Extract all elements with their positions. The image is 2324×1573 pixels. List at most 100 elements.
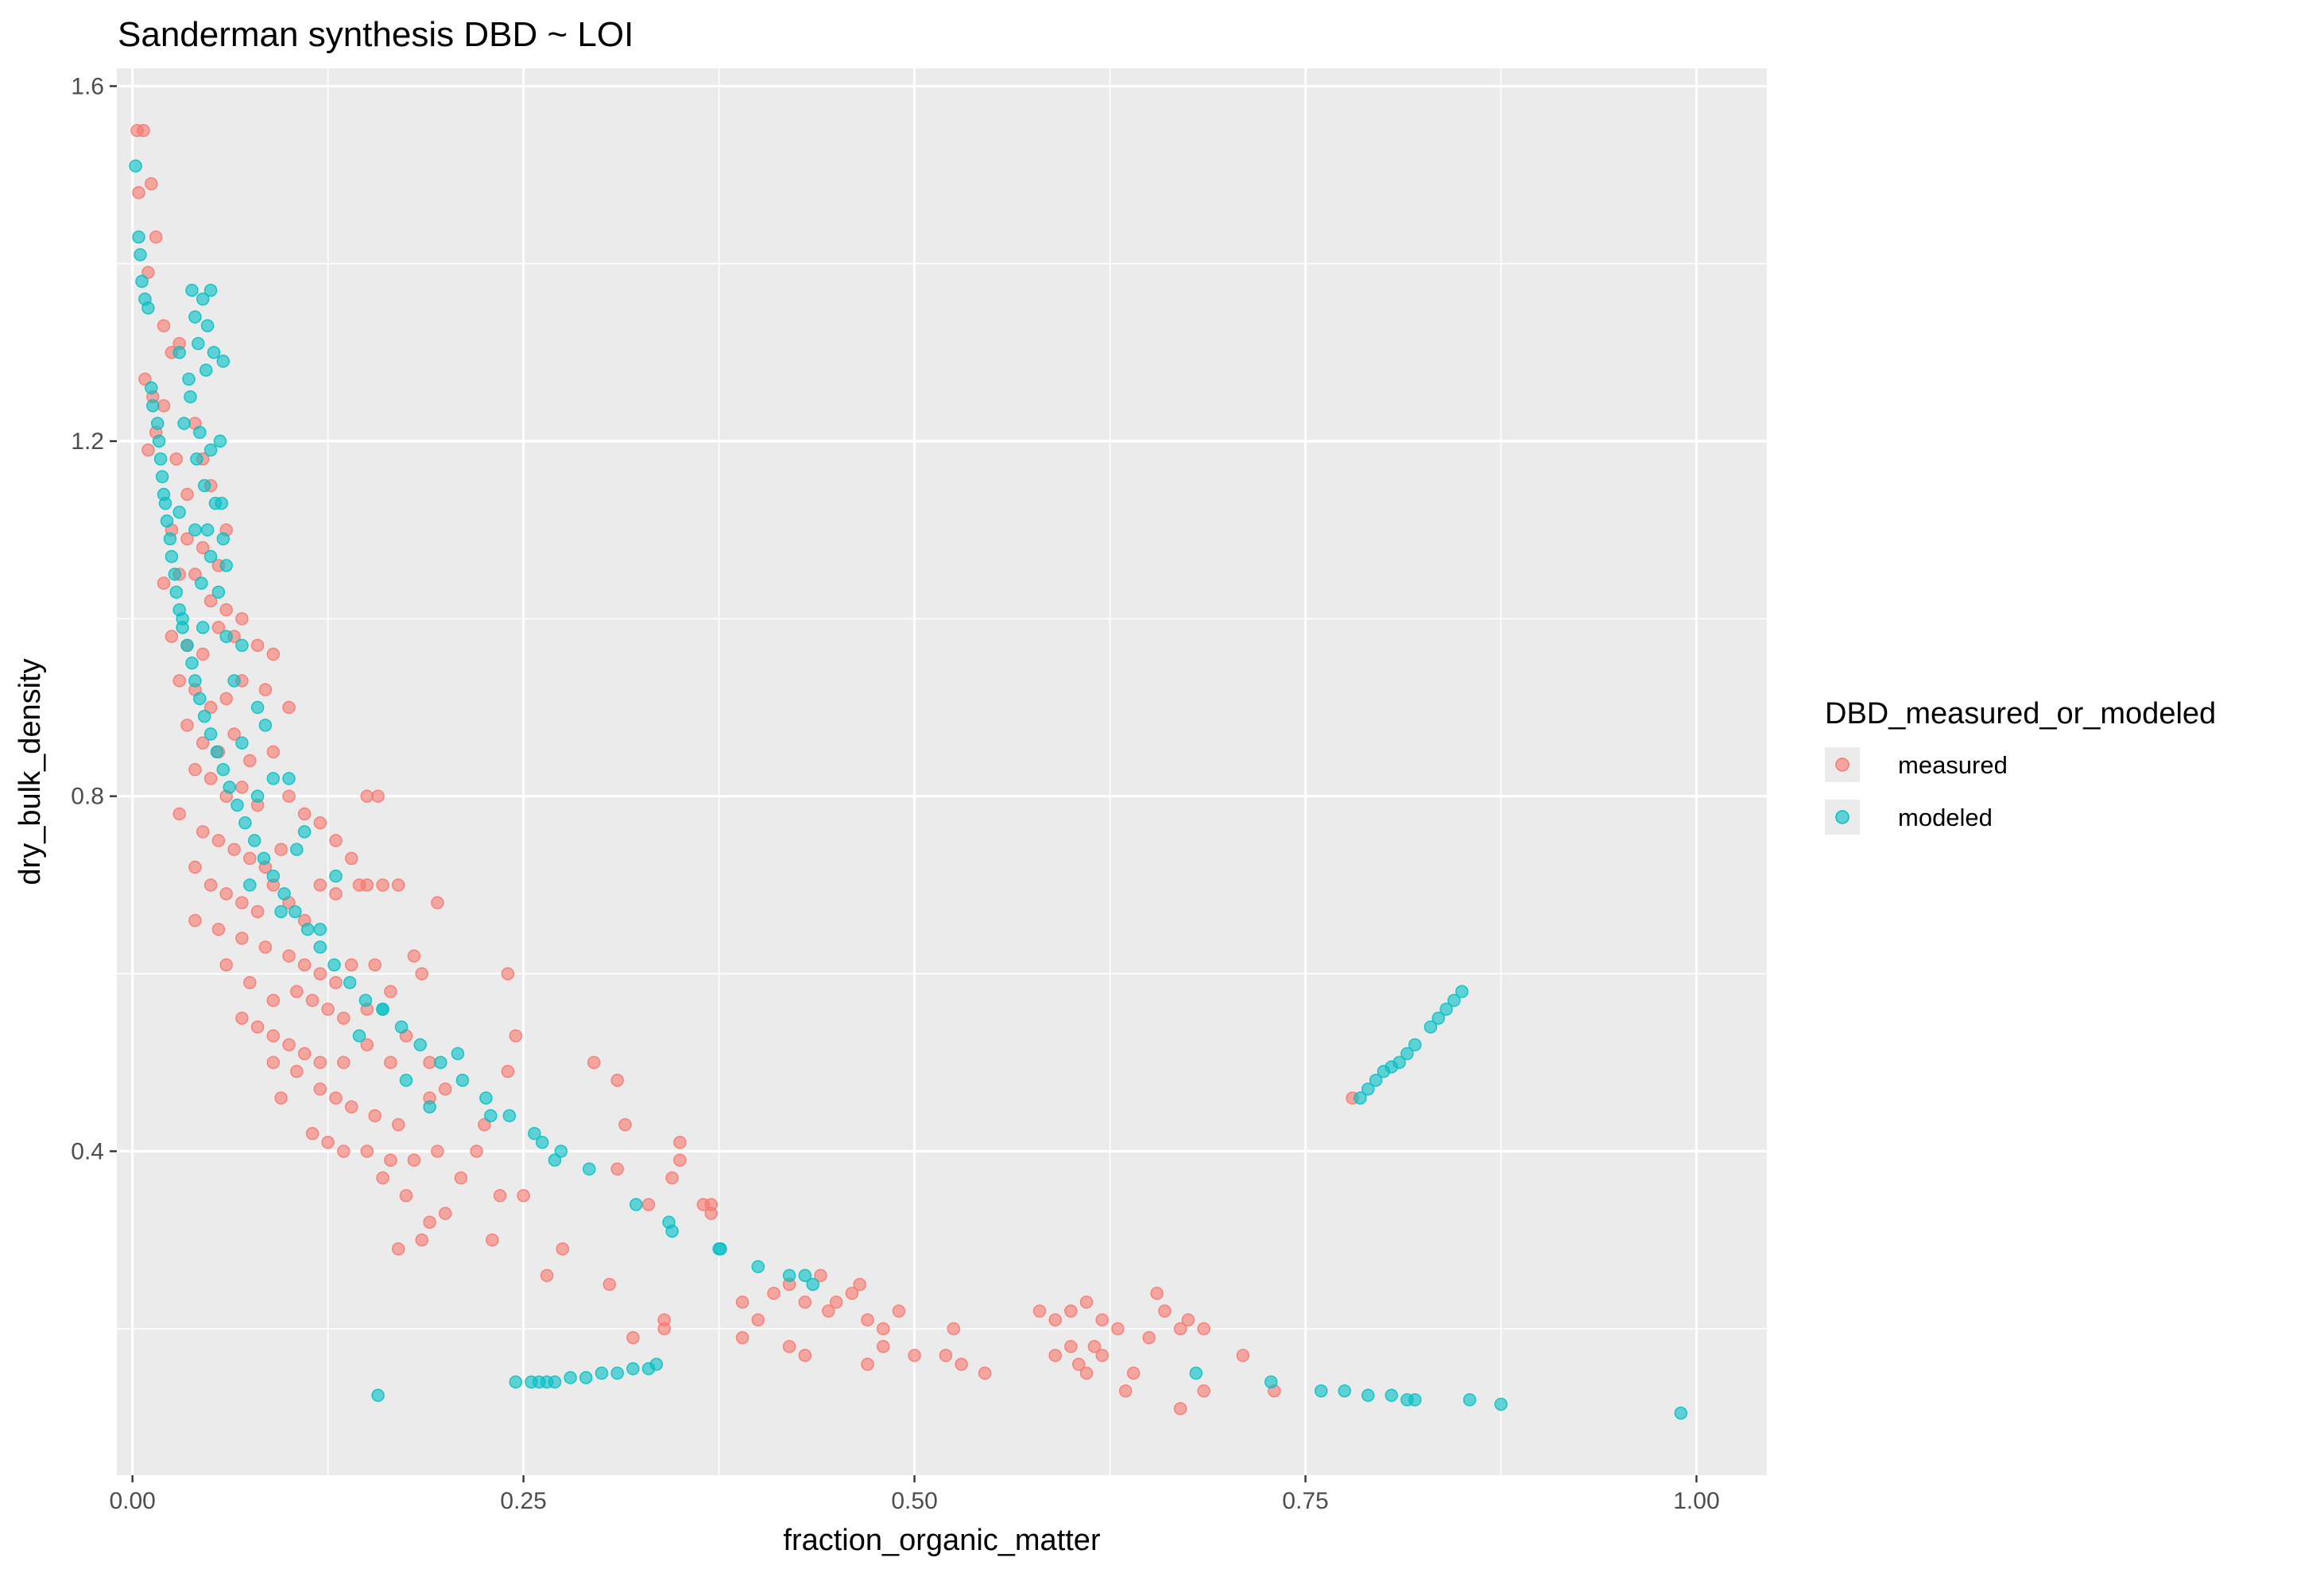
point-measured bbox=[290, 1064, 304, 1079]
point-modeled bbox=[1369, 1073, 1383, 1087]
point-measured bbox=[673, 1153, 687, 1167]
point-modeled bbox=[165, 550, 179, 564]
point-modeled bbox=[153, 452, 168, 466]
point-measured bbox=[486, 1233, 499, 1247]
point-modeled bbox=[219, 559, 233, 572]
point-measured bbox=[266, 647, 280, 661]
point-modeled bbox=[169, 585, 184, 599]
point-modeled bbox=[1455, 985, 1469, 998]
point-modeled bbox=[579, 1370, 593, 1385]
point-modeled bbox=[665, 1224, 679, 1238]
point-measured bbox=[1158, 1304, 1172, 1318]
point-modeled bbox=[172, 506, 186, 519]
point-modeled bbox=[536, 1135, 549, 1149]
point-measured bbox=[751, 1313, 765, 1327]
point-modeled bbox=[216, 763, 230, 777]
point-measured bbox=[313, 1082, 327, 1096]
legend-marker-measured bbox=[1835, 757, 1850, 772]
point-measured bbox=[266, 994, 280, 1007]
legend-title: DBD_measured_or_modeled bbox=[1825, 697, 2216, 730]
point-modeled bbox=[216, 532, 230, 546]
point-measured bbox=[337, 1056, 351, 1069]
point-measured bbox=[313, 816, 327, 830]
point-measured bbox=[157, 576, 171, 590]
point-measured bbox=[196, 647, 210, 661]
point-measured bbox=[266, 745, 280, 759]
point-measured bbox=[978, 1366, 992, 1380]
point-measured bbox=[345, 1100, 358, 1114]
point-measured bbox=[407, 949, 421, 963]
point-modeled bbox=[313, 922, 327, 936]
point-measured bbox=[250, 1020, 265, 1034]
point-modeled bbox=[300, 922, 315, 936]
legend: DBD_measured_or_modeled measured modeled bbox=[1825, 697, 2216, 835]
point-measured bbox=[665, 1171, 679, 1185]
point-measured bbox=[258, 683, 273, 696]
point-modeled bbox=[150, 416, 165, 430]
point-modeled bbox=[203, 550, 218, 564]
point-measured bbox=[138, 372, 152, 386]
point-modeled bbox=[199, 363, 213, 377]
plot-panel bbox=[117, 68, 1767, 1475]
point-measured bbox=[157, 399, 171, 413]
point-measured bbox=[266, 1029, 280, 1043]
point-measured bbox=[415, 1233, 428, 1247]
point-measured bbox=[227, 843, 241, 856]
point-measured bbox=[329, 1091, 343, 1105]
x-tick-label: 0.00 bbox=[109, 1488, 155, 1514]
point-measured bbox=[767, 1286, 780, 1300]
point-measured bbox=[641, 1198, 656, 1211]
point-modeled bbox=[509, 1375, 522, 1389]
point-measured bbox=[250, 638, 265, 653]
point-modeled bbox=[266, 772, 280, 785]
point-measured bbox=[493, 1188, 507, 1203]
point-modeled bbox=[313, 940, 327, 954]
point-measured bbox=[188, 763, 202, 777]
point-modeled bbox=[163, 532, 177, 546]
point-measured bbox=[337, 1011, 351, 1025]
point-measured bbox=[610, 1162, 624, 1176]
point-modeled bbox=[1361, 1389, 1375, 1402]
point-measured bbox=[172, 674, 186, 688]
point-measured bbox=[188, 568, 202, 581]
point-measured bbox=[1048, 1313, 1062, 1327]
point-measured bbox=[196, 736, 210, 750]
point-measured bbox=[235, 612, 249, 626]
point-measured bbox=[384, 1056, 397, 1069]
point-measured bbox=[329, 834, 343, 847]
point-modeled bbox=[297, 825, 312, 839]
point-modeled bbox=[1462, 1393, 1477, 1407]
point-measured bbox=[822, 1304, 835, 1318]
point-modeled bbox=[248, 834, 261, 847]
point-measured bbox=[407, 1153, 421, 1167]
point-modeled bbox=[564, 1370, 577, 1385]
point-modeled bbox=[177, 416, 191, 430]
point-measured bbox=[1095, 1313, 1109, 1327]
point-measured bbox=[188, 913, 202, 928]
point-measured bbox=[1087, 1339, 1102, 1354]
point-modeled bbox=[358, 994, 373, 1007]
point-measured bbox=[540, 1269, 554, 1282]
point-modeled bbox=[1392, 1056, 1406, 1069]
y-tick-label: 0.4 bbox=[71, 1138, 104, 1164]
point-modeled bbox=[1385, 1389, 1398, 1402]
point-measured bbox=[180, 719, 194, 732]
point-measured bbox=[517, 1188, 530, 1203]
point-measured bbox=[376, 1171, 389, 1185]
point-modeled bbox=[343, 975, 357, 990]
point-measured bbox=[1071, 1358, 1086, 1371]
point-modeled bbox=[196, 293, 210, 306]
point-modeled bbox=[649, 1358, 664, 1371]
point-measured bbox=[329, 975, 343, 990]
point-measured bbox=[501, 1064, 515, 1079]
point-measured bbox=[955, 1358, 968, 1371]
point-measured bbox=[360, 789, 374, 803]
point-measured bbox=[423, 1056, 436, 1069]
point-modeled bbox=[188, 523, 202, 537]
y-tick-label: 1.6 bbox=[71, 73, 104, 99]
point-modeled bbox=[132, 231, 145, 244]
point-modeled bbox=[230, 798, 244, 812]
point-measured bbox=[290, 985, 304, 998]
point-measured bbox=[345, 958, 358, 972]
point-measured bbox=[861, 1313, 874, 1327]
